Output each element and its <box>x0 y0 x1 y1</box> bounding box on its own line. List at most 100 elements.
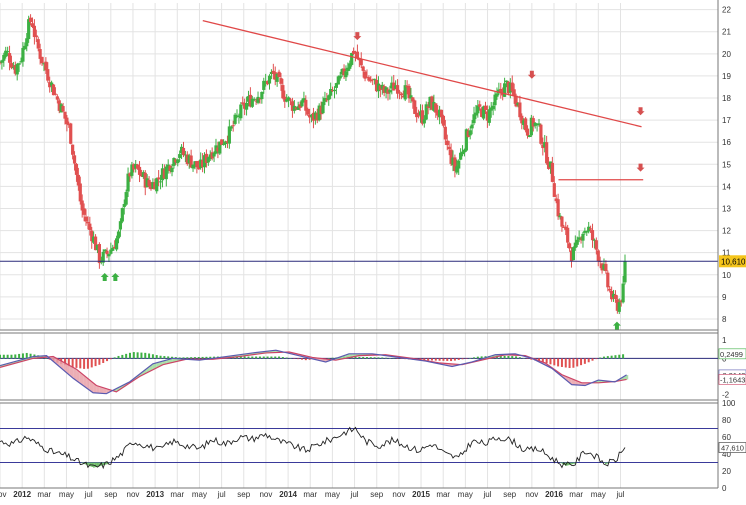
candle-body <box>572 247 575 260</box>
macd-histogram-bar <box>397 358 399 359</box>
macd-histogram-bar <box>328 358 330 359</box>
macd-histogram-bar <box>435 358 437 360</box>
macd-histogram-bar <box>519 357 521 358</box>
candle-body <box>65 118 68 125</box>
x-tick-label: mar <box>37 490 51 499</box>
rsi-tick-label: 0 <box>722 484 727 493</box>
price-tick-label: 19 <box>722 72 731 81</box>
candle-body <box>606 273 609 288</box>
macd-histogram-bar <box>481 356 483 358</box>
candle-body <box>18 63 21 64</box>
macd-histogram-bar <box>381 357 383 358</box>
candle-body <box>446 141 449 145</box>
macd-histogram-bar <box>473 357 475 358</box>
macd-histogram-bar <box>205 357 207 359</box>
candle-body <box>159 181 162 182</box>
macd-histogram-bar <box>297 358 299 359</box>
macd-histogram-bar <box>611 356 613 359</box>
macd-histogram-bar <box>431 358 433 360</box>
candle-body <box>170 168 173 172</box>
candle-body <box>195 161 198 167</box>
macd-histogram-bar <box>182 357 184 358</box>
candle-body <box>344 71 347 77</box>
macd-histogram-bar <box>576 358 578 366</box>
macd-histogram-bar <box>595 358 597 359</box>
macd-histogram-bar <box>389 358 391 359</box>
macd-histogram-bar <box>462 358 464 359</box>
x-tick-label: sep <box>104 490 117 499</box>
macd-histogram-bar <box>286 358 288 359</box>
macd-histogram-bar <box>572 358 574 367</box>
price-tick-label: 21 <box>722 28 731 37</box>
candle-body <box>585 231 588 232</box>
macd-histogram-bar <box>267 357 269 359</box>
price-tick-label: 12 <box>722 227 731 236</box>
candle-body <box>6 51 9 52</box>
x-tick-label: mar <box>303 490 317 499</box>
x-tick-label: nov <box>525 490 538 499</box>
price-tick-label: 15 <box>722 160 731 169</box>
macd-histogram-bar <box>523 358 525 359</box>
candle-body <box>117 232 120 239</box>
macd-histogram-bar <box>546 358 548 363</box>
macd-tick-label: 1 <box>722 336 727 345</box>
x-tick-label: may <box>192 490 207 499</box>
x-tick-label: mar <box>436 490 450 499</box>
macd-histogram-bar <box>439 358 441 360</box>
x-tick-label: may <box>59 490 74 499</box>
candle-body <box>457 161 460 169</box>
candle-body <box>469 130 472 135</box>
macd-histogram-bar <box>10 355 12 359</box>
x-tick-label: jul <box>615 490 624 499</box>
macd-histogram-bar <box>374 357 376 358</box>
candle-body <box>557 199 560 216</box>
price-tick-label: 16 <box>722 138 731 147</box>
x-tick-label: may <box>325 490 340 499</box>
macd-histogram-bar <box>362 357 364 358</box>
x-tick-label: jul <box>350 490 359 499</box>
candle-body <box>212 153 215 156</box>
macd-histogram-bar <box>83 358 85 369</box>
candle-body <box>553 183 556 197</box>
candle-body <box>621 284 624 303</box>
macd-histogram-bar <box>278 357 280 359</box>
macd-histogram-bar <box>557 358 559 366</box>
rsi-oversold-fill <box>605 463 607 465</box>
x-tick-label: sep <box>237 490 250 499</box>
candle-body <box>518 102 521 117</box>
macd-histogram-bar <box>160 356 162 359</box>
candle-body <box>40 57 43 63</box>
macd-histogram-bar <box>137 352 139 358</box>
macd-histogram-bar <box>3 355 5 359</box>
macd-histogram-bar <box>259 357 261 359</box>
macd-histogram-bar <box>565 358 567 367</box>
x-tick-label: 2012 <box>13 490 31 499</box>
candle-body <box>268 76 271 84</box>
candle-body <box>260 92 263 99</box>
candle-body <box>82 208 85 215</box>
candle-body <box>484 106 487 110</box>
rsi-value-label: 47,610 <box>721 444 744 453</box>
macd-histogram-bar <box>515 356 517 358</box>
macd-histogram-bar <box>14 354 16 358</box>
candle-body <box>400 93 403 95</box>
x-tick-label: jul <box>217 490 226 499</box>
macd-histogram-bar <box>114 357 116 358</box>
candle-body <box>321 102 324 113</box>
candle-body <box>417 115 420 116</box>
x-tick-label: mar <box>170 490 184 499</box>
macd-histogram-bar <box>527 358 529 359</box>
candle-body <box>222 144 225 145</box>
x-tick-label: nov <box>0 490 6 499</box>
macd-histogram-bar <box>244 357 246 359</box>
candle-body <box>526 129 529 136</box>
macd-histogram-bar <box>588 358 590 362</box>
macd-histogram-bar <box>148 353 150 358</box>
macd-histogram-bar <box>163 356 165 358</box>
candle-body <box>478 104 481 106</box>
candle-body <box>595 240 598 249</box>
rsi-tick-label: 100 <box>722 399 736 408</box>
candle-body <box>362 66 365 70</box>
x-tick-label: may <box>458 490 473 499</box>
